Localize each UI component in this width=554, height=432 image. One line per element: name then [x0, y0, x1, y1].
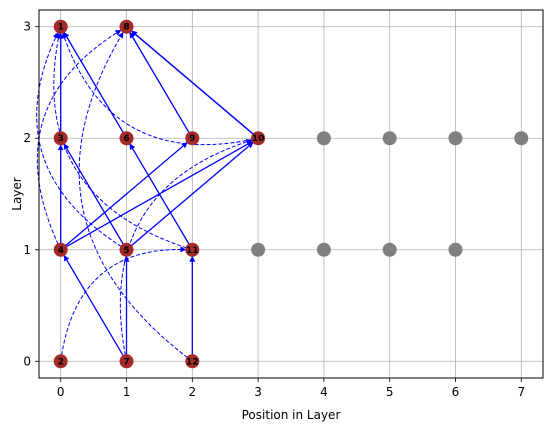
- y-tick-label: 0: [23, 354, 31, 368]
- inactive-node: [316, 131, 331, 146]
- solid-edge: [129, 143, 193, 251]
- x-tick-label: 0: [57, 385, 65, 399]
- edges: [36, 29, 259, 362]
- dashed-edge: [60, 246, 187, 362]
- active-node: [119, 242, 134, 257]
- solid-edge: [126, 142, 254, 251]
- node-label: 6: [123, 134, 129, 144]
- x-tick-label: 2: [188, 385, 196, 399]
- inactive-node: [382, 242, 397, 257]
- active-node: [53, 242, 68, 257]
- dashed-edge: [36, 29, 122, 250]
- solid-edge: [129, 31, 193, 139]
- x-tick-label: 1: [123, 385, 131, 399]
- node-label: 11: [186, 246, 199, 256]
- active-node: [53, 131, 68, 146]
- active-node: [119, 131, 134, 146]
- plot-frame: [38, 9, 544, 379]
- solid-edge: [60, 142, 188, 251]
- dashed-edge: [53, 32, 193, 251]
- node-label: 3: [58, 134, 64, 144]
- active-node: [185, 354, 200, 369]
- solid-edge: [63, 31, 128, 139]
- y-tick-label: 2: [23, 131, 31, 145]
- y-tick-label: 3: [23, 20, 31, 34]
- solid-edge: [63, 143, 128, 251]
- dashed-edge: [36, 32, 127, 251]
- active-node: [53, 19, 68, 34]
- x-axis-label: Position in Layer: [242, 408, 341, 422]
- node-label: 2: [58, 357, 64, 367]
- active-node: [53, 354, 68, 369]
- x-tick-label: 3: [254, 385, 262, 399]
- node-label: 8: [123, 23, 129, 33]
- nodes: 2 7 12 4 5 11 3 6 9 10 1 8: [53, 19, 529, 369]
- node-label: 1: [58, 23, 64, 33]
- active-node: [119, 354, 134, 369]
- x-tick-label: 7: [517, 385, 525, 399]
- grid: [39, 10, 543, 378]
- dashed-edge: [78, 31, 193, 362]
- solid-edge: [131, 30, 259, 139]
- inactive-node: [382, 131, 397, 146]
- solid-edge: [60, 141, 253, 251]
- dashed-edge: [119, 138, 253, 362]
- inactive-node: [251, 242, 266, 257]
- x-tick-label: 4: [320, 385, 328, 399]
- node-label: 7: [123, 357, 129, 367]
- node-label: 12: [186, 357, 199, 367]
- node-label: 5: [123, 246, 129, 256]
- inactive-node: [316, 242, 331, 257]
- inactive-node: [514, 131, 529, 146]
- x-tick-label: 6: [452, 385, 460, 399]
- dashed-edge: [61, 32, 259, 146]
- node-label: 10: [252, 134, 265, 144]
- node-label: 4: [58, 246, 64, 256]
- active-node: [185, 242, 200, 257]
- inactive-node: [448, 242, 463, 257]
- y-tick-label: 1: [23, 243, 31, 257]
- y-axis-label: Layer: [10, 177, 24, 211]
- inactive-node: [448, 131, 463, 146]
- x-tick-label: 5: [386, 385, 394, 399]
- active-node: [119, 19, 134, 34]
- active-node: [251, 131, 266, 146]
- active-node: [185, 131, 200, 146]
- solid-edge: [63, 254, 128, 362]
- node-label: 9: [189, 134, 195, 144]
